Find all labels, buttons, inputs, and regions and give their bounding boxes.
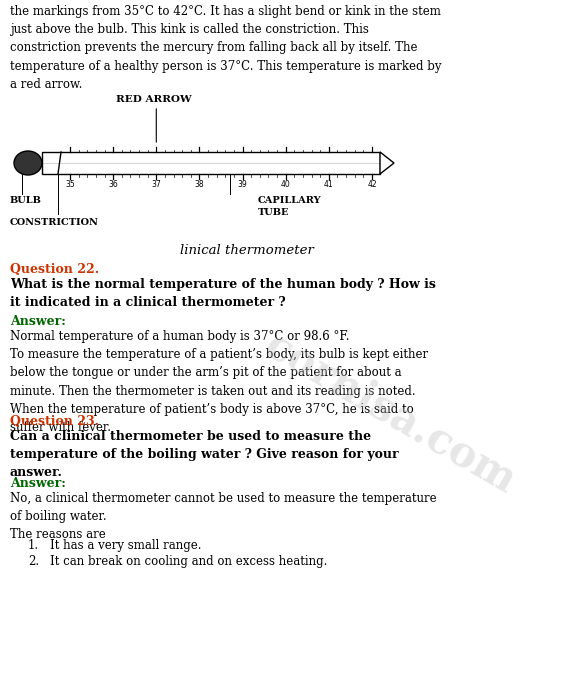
Text: 39: 39 [237, 180, 248, 189]
Text: 36: 36 [108, 180, 118, 189]
Text: CONSTRICTION: CONSTRICTION [10, 218, 99, 227]
Text: cornisa.com: cornisa.com [257, 324, 523, 502]
Text: Answer:: Answer: [10, 315, 66, 328]
Text: It has a very small range.: It has a very small range. [50, 539, 202, 552]
Text: 40: 40 [281, 180, 291, 189]
Ellipse shape [14, 151, 42, 175]
Text: Question 22.: Question 22. [10, 263, 99, 276]
Text: BULB: BULB [10, 196, 42, 205]
Text: 42: 42 [367, 180, 377, 189]
Text: No, a clinical thermometer cannot be used to measure the temperature
of boiling : No, a clinical thermometer cannot be use… [10, 492, 437, 541]
Text: linical thermometer: linical thermometer [180, 244, 314, 257]
Text: RED ARROW: RED ARROW [116, 95, 192, 104]
Text: Normal temperature of a human body is 37°C or 98.6 °F.
To measure the temperatur: Normal temperature of a human body is 37… [10, 330, 428, 434]
Text: It can break on cooling and on excess heating.: It can break on cooling and on excess he… [50, 555, 327, 568]
Text: 1.: 1. [28, 539, 39, 552]
Text: the markings from 35°C to 42°C. It has a slight bend or kink in the stem
just ab: the markings from 35°C to 42°C. It has a… [10, 5, 441, 91]
Text: Answer:: Answer: [10, 477, 66, 490]
Bar [42, 152, 380, 174]
Text: Question 23.: Question 23. [10, 415, 99, 428]
Text: CAPILLARY
TUBE: CAPILLARY TUBE [258, 196, 321, 217]
Text: Can a clinical thermometer be used to measure the
temperature of the boiling wat: Can a clinical thermometer be used to me… [10, 430, 399, 479]
Text: 38: 38 [195, 180, 204, 189]
Text: What is the normal temperature of the human body ? How is
it indicated in a clin: What is the normal temperature of the hu… [10, 278, 436, 309]
Polygon shape [380, 152, 394, 174]
Text: 2.: 2. [28, 555, 39, 568]
Text: 35: 35 [65, 180, 75, 189]
Text: 37: 37 [152, 180, 161, 189]
Text: 41: 41 [324, 180, 333, 189]
